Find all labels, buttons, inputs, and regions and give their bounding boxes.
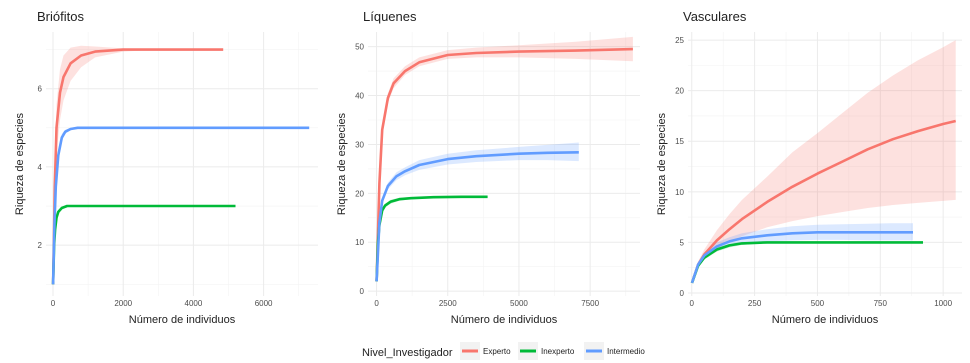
x-tick-label: 0 [374,299,379,308]
x-tick-label: 2000 [114,299,132,308]
legend-label-inexperto: Inexperto [541,347,575,356]
y-tick-label: 20 [355,189,364,198]
series-line-experto [690,119,957,284]
y-tick-label: 0 [680,289,685,298]
panel-1: Briófitos 0 2000 4000 6000 2 4 6 Número de indiv… [14,9,318,326]
panel-2: Líquenes 0 2500 5000 7500 0 10 20 30 40 50 Número d… [336,9,640,326]
x-tick-label: 7500 [581,299,599,308]
x-tick-label: 0 [690,299,695,308]
legend-item-inexperto: Inexperto [518,342,575,360]
ribbon-intermedio [376,142,579,282]
y-tick-label: 15 [675,137,684,146]
x-tick-label: 750 [874,299,888,308]
series-line-intermedio [375,151,579,282]
legend-label-experto: Experto [483,347,511,356]
y-tick-label: 2 [38,241,43,250]
legend-item-experto: Experto [460,342,511,360]
x-tick-label: 250 [748,299,762,308]
x-axis-label: Número de individuos [451,314,558,326]
series-line-experto [375,47,633,282]
y-tick-label: 4 [38,163,43,172]
ribbon-inexperto [376,195,488,282]
x-tick-label: 1000 [934,299,952,308]
x-tick-label: 2500 [439,299,457,308]
legend-label-intermedio: Intermedio [607,347,645,356]
y-tick-label: 6 [38,85,43,94]
x-tick-label: 5000 [510,299,528,308]
series-line-intermedio [690,231,913,284]
x-tick-label: 0 [51,299,56,308]
y-tick-label: 10 [355,238,364,247]
panel-3: Vasculares 0 250 500 750 1000 0 5 10 15 20 25 Número… [656,9,962,326]
series-line-experto [51,48,224,285]
x-tick-label: 6000 [255,299,273,308]
x-tick-label: 500 [811,299,825,308]
series-line-inexperto [690,241,923,284]
panel-title: Vasculares [683,9,747,24]
ribbon-experto [692,40,956,283]
panel-title: Briófitos [37,9,84,24]
legend: Nivel_Investigador Experto Inexperto Int… [362,342,645,360]
y-tick-label: 25 [675,36,684,45]
legend-item-intermedio: Intermedio [584,342,645,360]
x-tick-label: 4000 [185,299,203,308]
x-axis-label: Número de individuos [129,314,236,326]
y-tick-label: 5 [680,238,685,247]
series-line-inexperto [375,195,488,282]
y-axis-label: Riqueza de especies [14,112,26,215]
legend-title: Nivel_Investigador [362,347,453,359]
y-tick-label: 0 [360,287,365,296]
panel-title: Líquenes [363,9,417,24]
y-tick-label: 10 [675,188,684,197]
ribbon-experto [53,45,224,285]
x-axis-label: Número de individuos [772,314,879,326]
y-tick-label: 20 [675,87,684,96]
series-line-intermedio [51,126,310,285]
y-tick-label: 50 [355,43,364,52]
y-tick-label: 40 [355,92,364,101]
y-tick-label: 30 [355,140,364,149]
ribbon-inexperto [692,241,923,283]
y-axis-label: Riqueza de especies [656,112,668,215]
y-axis-label: Riqueza de especies [336,112,348,215]
